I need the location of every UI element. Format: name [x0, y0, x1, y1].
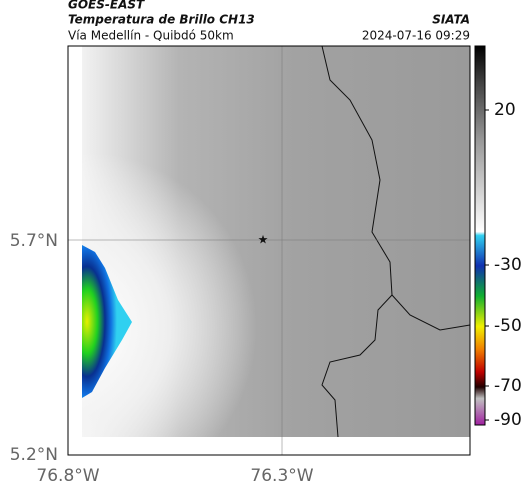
- satellite: GOES-EAST: [68, 0, 145, 12]
- lon-label: 76.8°W: [36, 466, 99, 486]
- frame: [67, 45, 471, 456]
- colorbar-label: -90: [494, 410, 522, 430]
- colorbar-label: -70: [494, 376, 522, 396]
- product: Temperatura de Brillo CH13: [68, 13, 255, 27]
- border: [321, 45, 471, 331]
- colorbar-label: -30: [494, 255, 522, 275]
- location-star: ★: [258, 233, 269, 247]
- colorbar-scale: [474, 45, 486, 426]
- convective-cell: [82, 245, 132, 398]
- route: Vía Medellín - Quibdó 50km: [68, 29, 234, 43]
- lon-label: 76.3°W: [250, 466, 313, 486]
- colorbar-label: -50: [494, 316, 522, 336]
- lat-label: 5.7°N: [10, 231, 58, 251]
- map: ★: [67, 45, 471, 456]
- colorbar-label: 20: [494, 100, 516, 120]
- lat-label: 5.2°N: [10, 445, 58, 465]
- colorbar: 20 -30 -50 -70 -90: [474, 45, 522, 430]
- datetime: 2024-07-16 09:29: [362, 29, 470, 43]
- source: SIATA: [432, 13, 470, 27]
- cold-area: [82, 46, 470, 437]
- border: [321, 294, 393, 438]
